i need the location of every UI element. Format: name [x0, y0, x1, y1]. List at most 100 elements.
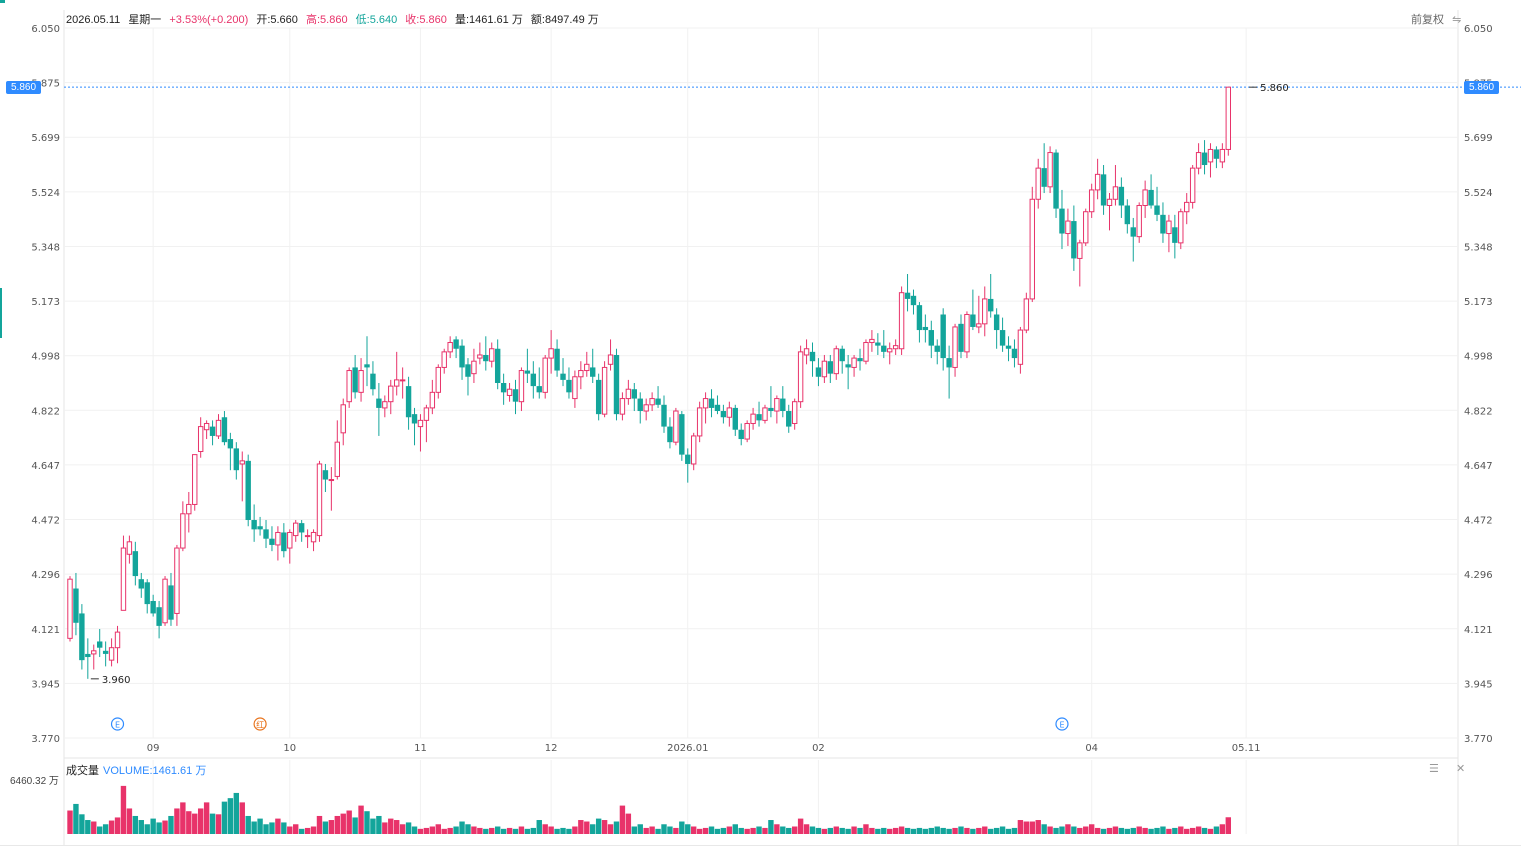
candle-body: [613, 354, 620, 415]
y-tick-label-left: 5.875: [31, 79, 60, 90]
volume-bar: [851, 826, 857, 834]
volume-bar: [1148, 828, 1154, 834]
candle-body: [595, 379, 602, 415]
volume-bar: [714, 828, 721, 834]
x-tick-label: 09: [147, 743, 160, 754]
volume-bar: [898, 826, 905, 834]
info-close: 收:5.860: [405, 14, 447, 26]
volume-bar: [904, 827, 911, 834]
candle-body: [399, 379, 406, 382]
volume-bar: [174, 808, 180, 834]
candle-body: [667, 426, 673, 443]
y-tick-label-right: 3.945: [1464, 679, 1493, 690]
candle-body: [215, 419, 222, 437]
candle-body: [928, 330, 934, 346]
candle-body: [1041, 168, 1047, 187]
volume-bar: [275, 818, 281, 834]
volume-bar: [239, 802, 245, 834]
candle-body: [388, 385, 394, 403]
volume-bar: [1059, 826, 1065, 834]
candle-body: [1065, 220, 1071, 235]
volume-bar: [952, 827, 958, 834]
volume-bar: [827, 827, 834, 834]
volume-bar: [346, 810, 352, 834]
volume-bar: [797, 818, 804, 834]
close-icon[interactable]: ✕: [1455, 763, 1466, 775]
ohlc-info-bar: 2026.05.11 星期一 +3.53%(+0.200) 开:5.660 高:…: [66, 11, 604, 27]
info-weekday: 星期一: [128, 14, 162, 26]
candle-body: [976, 323, 982, 328]
volume-bar: [310, 826, 317, 834]
candle-body: [649, 398, 655, 406]
candle-body: [500, 383, 507, 393]
candle-body: [720, 411, 727, 418]
volume-bar: [1017, 820, 1024, 834]
candle-body: [869, 338, 875, 344]
volume-bar: [1005, 828, 1012, 834]
volume-bar: [649, 826, 655, 834]
volume-bar: [138, 820, 144, 834]
candle-body: [1059, 208, 1065, 234]
candle-body: [584, 363, 590, 372]
candle-body: [524, 370, 531, 374]
settings-icon[interactable]: ☰: [1429, 763, 1439, 775]
y-tick-label-left: 3.945: [31, 679, 60, 690]
volume-bar: [637, 824, 643, 834]
candle-body: [334, 441, 341, 477]
volume-bar: [584, 821, 590, 834]
volume-bar: [619, 805, 626, 834]
candle-body: [655, 398, 661, 405]
candle-body: [1035, 167, 1041, 200]
volume-bar: [370, 818, 376, 834]
candle-body: [346, 370, 352, 403]
volume-bar: [685, 824, 691, 834]
volume-bar: [447, 827, 453, 834]
volume-bar: [1207, 828, 1214, 834]
volume-bar: [774, 824, 780, 834]
candle-body: [102, 650, 109, 654]
candle-body: [506, 388, 513, 396]
adjust-label[interactable]: 前复权: [1411, 14, 1444, 26]
candle-body: [494, 348, 501, 383]
candle-body: [441, 351, 447, 368]
candle-body: [548, 348, 554, 359]
volume-bar: [1213, 826, 1220, 834]
candle-body: [352, 367, 358, 393]
candle-body: [429, 391, 436, 409]
candle-body: [1124, 205, 1131, 225]
volume-max-label: 6460.32 万: [10, 776, 59, 787]
candle-body: [732, 407, 738, 430]
candle-body: [411, 414, 418, 424]
candle-body: [643, 404, 649, 412]
candle-body: [471, 360, 477, 375]
candle-body: [993, 314, 1000, 331]
x-tick-label: 2026.01: [667, 743, 708, 754]
volume-bar: [150, 818, 156, 834]
candle-body: [1071, 221, 1077, 259]
candle-body: [988, 298, 994, 312]
candle-body: [1047, 152, 1053, 188]
adjust-toggle[interactable]: 前复权 ⇋: [1411, 11, 1461, 27]
x-tick-label: 02: [812, 743, 825, 754]
volume-bar: [435, 824, 441, 834]
candle-body: [809, 351, 816, 362]
volume-bar: [1047, 826, 1053, 834]
highest-price-label: 5.860: [1260, 83, 1289, 94]
volume-bar: [1035, 820, 1041, 834]
candle-body: [714, 404, 721, 412]
volume-bar: [298, 828, 305, 834]
left-edge-accent: [0, 288, 2, 338]
swap-icon[interactable]: ⇋: [1452, 14, 1462, 26]
volume-bar: [1011, 827, 1018, 834]
candle-body: [423, 407, 430, 421]
candle-body: [304, 535, 311, 538]
volume-bar: [738, 827, 744, 834]
y-tick-label-left: 5.524: [31, 188, 60, 199]
info-volume: 量:1461.61 万: [454, 14, 523, 26]
y-tick-label-left: 6.050: [31, 24, 60, 35]
y-tick-label-right: 5.348: [1464, 242, 1493, 253]
volume-bar: [304, 827, 311, 834]
volume-bar: [186, 811, 192, 834]
candle-body: [73, 588, 79, 623]
